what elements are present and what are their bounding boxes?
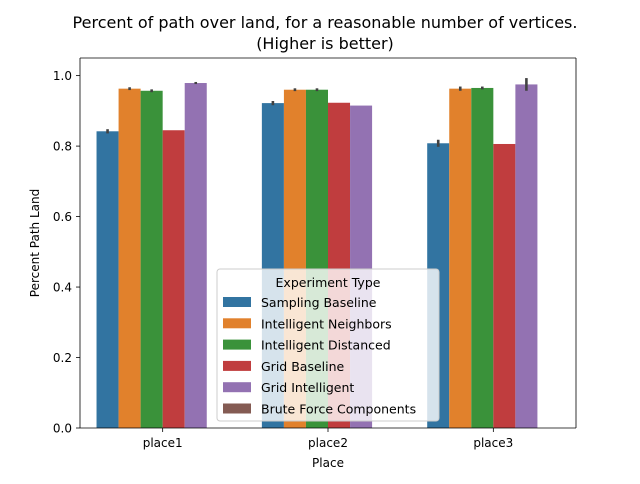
bar-grid-intelligent-place1 [184, 83, 207, 429]
x-axis-label: Place [312, 456, 344, 470]
bar-intelligent-distanced-place1 [140, 90, 163, 429]
x-tick-label: place1 [143, 436, 183, 450]
legend-swatch [223, 318, 251, 329]
bar-grid-intelligent-place3 [515, 84, 538, 428]
bar-intelligent-distanced-place3 [471, 87, 494, 428]
bar-grid-baseline-place1 [162, 130, 185, 428]
legend-entry: Intelligent Neighbors [261, 316, 392, 331]
legend-title: Experiment Type [276, 275, 381, 290]
legend-entry: Sampling Baseline [261, 295, 377, 310]
chart-title-line1: Percent of path over land, for a reasona… [73, 13, 578, 32]
y-tick-label: 0.8 [53, 140, 72, 154]
axes-layer: 0.0 0.2 0.4 0.6 0.8 1.0 place1 place2 place3 [53, 57, 577, 450]
legend-entry: Grid Intelligent [261, 380, 354, 395]
legend-swatch [223, 339, 251, 350]
x-tick-label: place2 [308, 436, 348, 450]
bar-grid-baseline-place3 [493, 143, 516, 428]
bar-intelligent-neighbors-place3 [449, 88, 472, 429]
y-tick-label: 0.2 [53, 351, 72, 365]
legend: Experiment Type Sampling Baseline Intellig… [216, 268, 440, 422]
legend-entry: Intelligent Distanced [261, 338, 391, 353]
legend-swatch [223, 382, 251, 393]
bar-intelligent-neighbors-place1 [118, 88, 141, 429]
y-tick-label: 1.0 [53, 69, 72, 83]
x-tick-label: place3 [473, 436, 513, 450]
chart-title-line2: (Higher is better) [256, 34, 394, 53]
y-tick-label: 0.4 [53, 281, 72, 295]
y-tick-label: 0.6 [53, 210, 72, 224]
legend-box [216, 268, 440, 422]
y-axis-label: Percent Path Land [28, 189, 42, 297]
y-tick-label: 0.0 [53, 422, 72, 436]
bar-sampling-baseline-place1 [96, 131, 119, 429]
legend-entry: Grid Baseline [261, 359, 345, 374]
legend-entry: Brute Force Components [261, 402, 416, 417]
legend-swatch [223, 297, 251, 307]
error-bars-layer [106, 78, 528, 147]
legend-swatch [223, 403, 251, 414]
legend-swatch [223, 360, 251, 371]
